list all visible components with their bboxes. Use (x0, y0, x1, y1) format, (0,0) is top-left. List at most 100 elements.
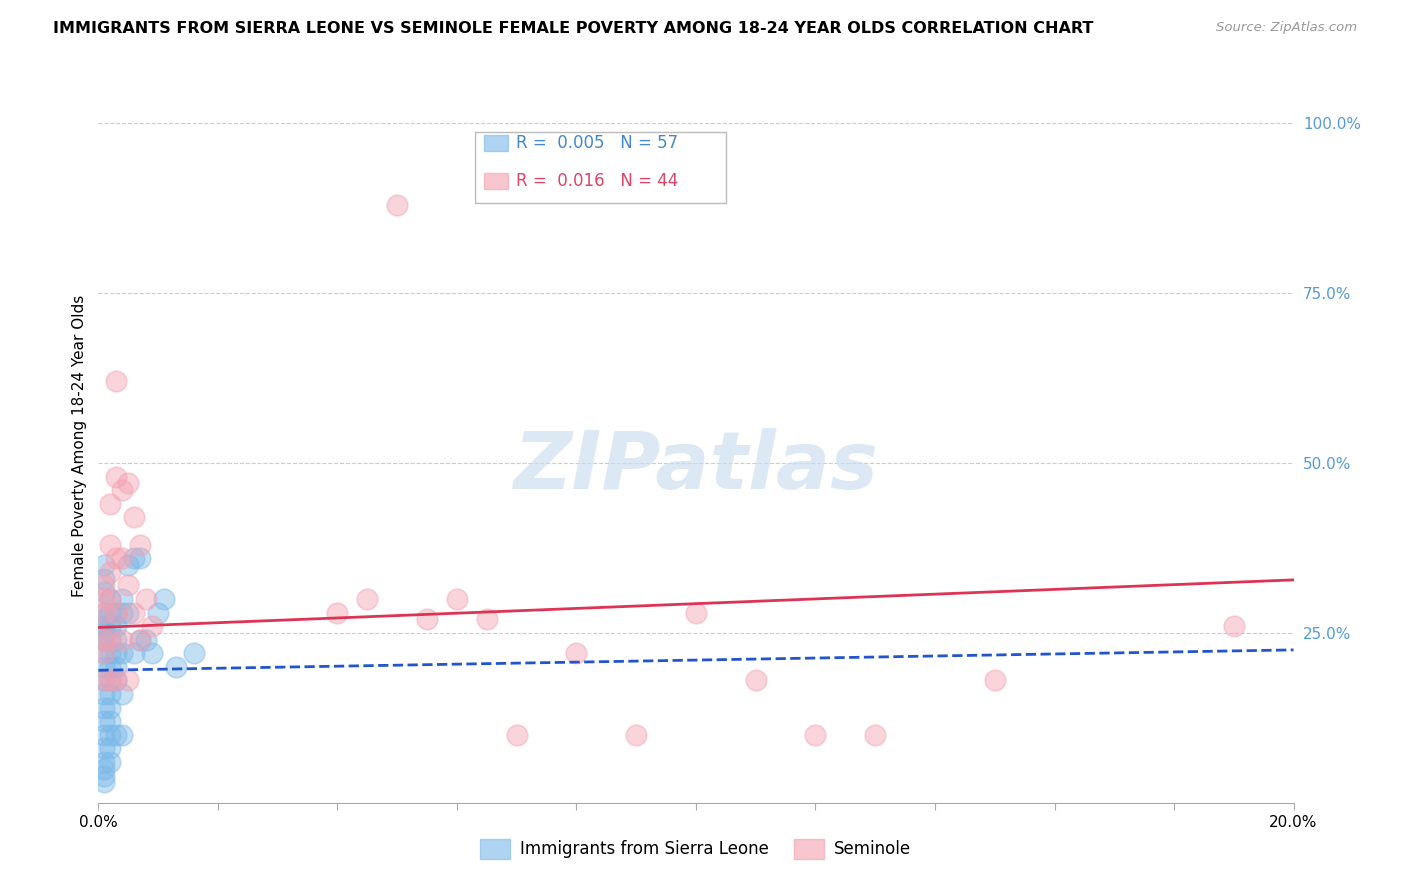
Point (98, 591, 122, 606)
Point (98, 741, 122, 756)
Point (804, 728, 827, 742)
Point (93, 626, 115, 640)
FancyBboxPatch shape (485, 135, 509, 151)
Point (93, 714, 115, 729)
Point (93, 660, 115, 674)
Point (117, 558, 139, 572)
Point (105, 606, 128, 620)
Point (565, 646, 588, 660)
Point (93, 606, 115, 620)
Point (98, 673, 122, 688)
Point (111, 551, 134, 566)
Point (117, 476, 139, 491)
Point (745, 673, 768, 688)
Point (93, 673, 115, 688)
Point (98, 755, 122, 769)
Point (111, 646, 134, 660)
Text: Source: ZipAtlas.com: Source: ZipAtlas.com (1216, 21, 1357, 34)
Point (105, 632, 128, 647)
Point (105, 660, 128, 674)
Point (98, 537, 122, 551)
Point (98, 591, 122, 606)
Text: R =  0.016   N = 44: R = 0.016 N = 44 (516, 172, 678, 190)
Point (93, 646, 115, 660)
Point (111, 606, 134, 620)
Point (141, 619, 163, 633)
Point (93, 775, 115, 789)
Point (135, 632, 157, 647)
Point (105, 606, 128, 620)
Point (93, 646, 115, 660)
Point (105, 646, 128, 660)
Point (93, 769, 115, 783)
Point (98, 700, 122, 714)
Point (124, 606, 146, 620)
Point (153, 591, 176, 606)
Point (626, 728, 648, 742)
Point (98, 673, 122, 688)
Point (165, 660, 187, 674)
Point (129, 551, 152, 566)
Point (124, 646, 146, 660)
Text: ZIPatlas: ZIPatlas (513, 428, 879, 507)
Text: R =  0.005   N = 57: R = 0.005 N = 57 (516, 134, 678, 152)
Point (105, 619, 128, 633)
Point (105, 673, 128, 688)
Point (98, 660, 122, 674)
Point (93, 591, 115, 606)
Point (98, 646, 122, 660)
Point (124, 510, 146, 524)
Point (105, 728, 128, 742)
Point (105, 673, 128, 688)
Point (98, 714, 122, 729)
Point (93, 741, 115, 756)
Point (98, 497, 122, 511)
Point (98, 606, 122, 620)
Point (446, 591, 468, 606)
Point (105, 469, 128, 483)
Point (124, 551, 146, 566)
Point (129, 632, 152, 647)
Point (356, 591, 378, 606)
FancyBboxPatch shape (485, 173, 509, 189)
Point (93, 687, 115, 701)
Point (865, 728, 887, 742)
Point (98, 565, 122, 579)
Point (111, 632, 134, 647)
Legend: Immigrants from Sierra Leone, Seminole: Immigrants from Sierra Leone, Seminole (474, 832, 918, 866)
Point (506, 728, 529, 742)
Point (93, 578, 115, 592)
Point (93, 632, 115, 647)
FancyBboxPatch shape (475, 132, 725, 203)
Point (93, 572, 115, 586)
Point (475, 612, 498, 626)
Point (98, 687, 122, 701)
Point (105, 551, 128, 566)
Point (984, 673, 1007, 688)
Point (98, 619, 122, 633)
Point (111, 591, 134, 606)
Point (93, 728, 115, 742)
Point (148, 606, 170, 620)
Point (135, 591, 157, 606)
Point (416, 612, 439, 626)
Point (93, 762, 115, 776)
Point (93, 606, 115, 620)
Point (93, 585, 115, 599)
Point (141, 646, 163, 660)
Point (98, 728, 122, 742)
Point (98, 632, 122, 647)
Text: IMMIGRANTS FROM SIERRA LEONE VS SEMINOLE FEMALE POVERTY AMONG 18-24 YEAR OLDS CO: IMMIGRANTS FROM SIERRA LEONE VS SEMINOLE… (53, 21, 1094, 36)
Point (117, 673, 139, 688)
Point (1223, 619, 1246, 633)
Y-axis label: Female Poverty Among 18-24 Year Olds: Female Poverty Among 18-24 Year Olds (72, 295, 87, 597)
Point (93, 700, 115, 714)
Point (685, 606, 707, 620)
Point (117, 606, 139, 620)
Point (129, 632, 152, 647)
Point (105, 375, 128, 389)
Point (111, 728, 134, 742)
Point (129, 537, 152, 551)
Point (98, 632, 122, 647)
Point (93, 558, 115, 572)
